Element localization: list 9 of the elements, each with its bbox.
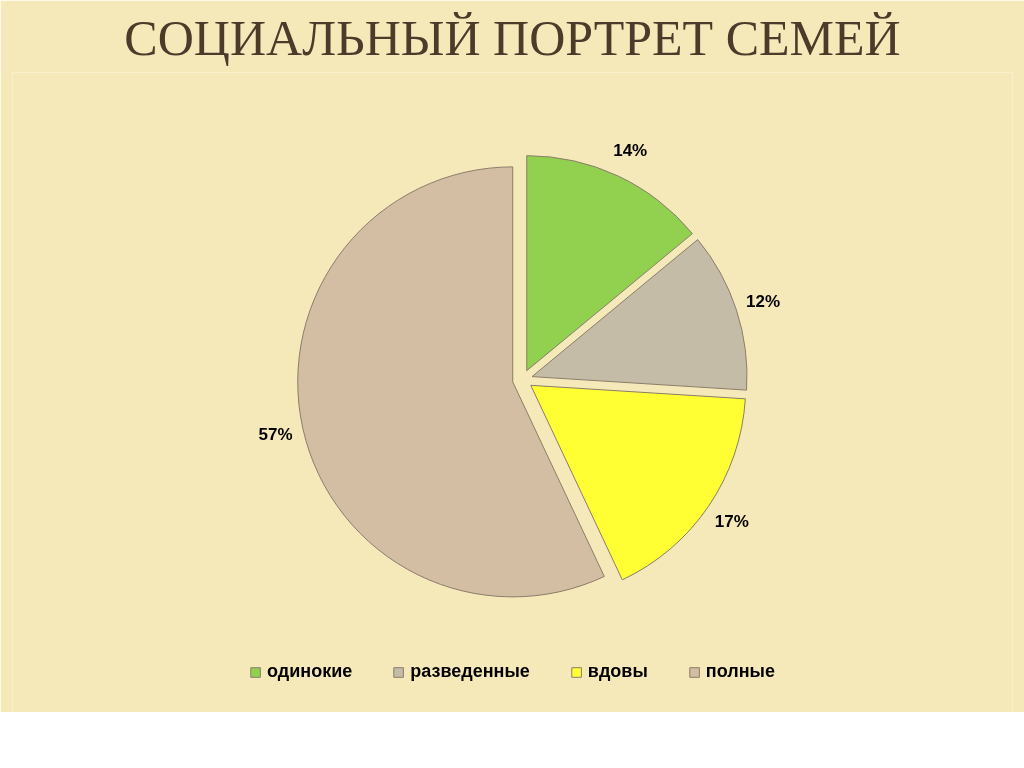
data-label: 17% [714, 512, 749, 532]
data-label: 12% [746, 292, 781, 312]
legend-label: одинокие [267, 661, 353, 682]
legend-label: полные [705, 661, 775, 682]
legend-label: вдовы [587, 661, 648, 682]
chart-title: СОЦИАЛЬНЫЙ ПОРТРЕТ СЕМЕЙ [124, 9, 901, 66]
data-label: 14% [613, 141, 648, 161]
data-label: 57% [258, 425, 293, 445]
legend-label: разведенные [410, 661, 530, 682]
